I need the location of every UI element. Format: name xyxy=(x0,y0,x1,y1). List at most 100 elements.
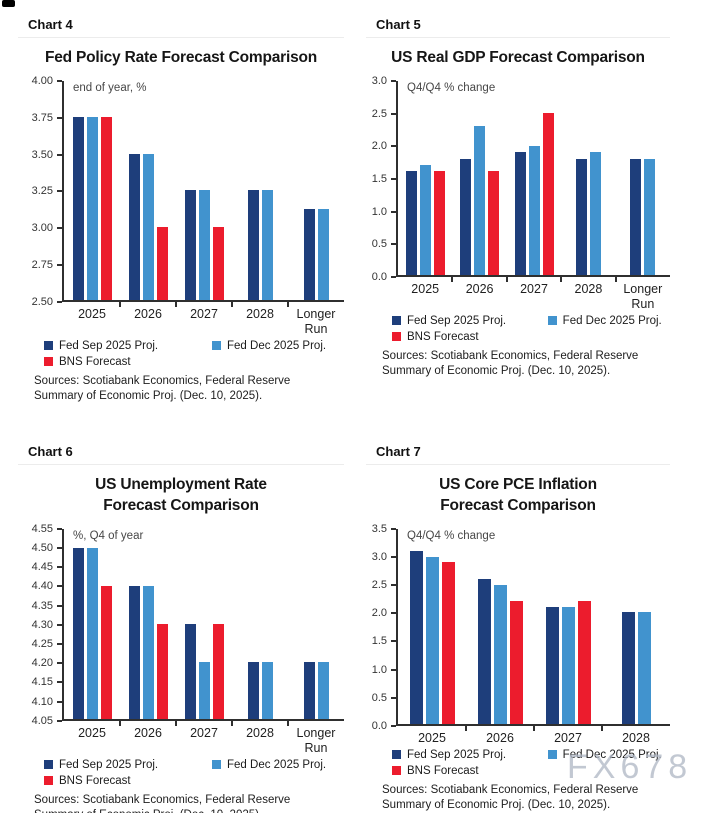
plot: Q4/Q4 % change xyxy=(396,528,670,731)
y-tick-mark xyxy=(57,153,62,156)
y-tick-mark xyxy=(57,662,62,665)
y-tick-label: 4.40 xyxy=(31,580,53,593)
y-tick-label: 2.75 xyxy=(31,259,53,272)
bar xyxy=(419,165,431,275)
bar-group xyxy=(120,81,176,300)
legend-item: Fed Dec 2025 Proj. xyxy=(212,340,344,352)
x-category-label: 2027 xyxy=(520,281,548,296)
bar xyxy=(477,579,491,724)
bar-group xyxy=(288,529,344,719)
legend-label: BNS Forecast xyxy=(59,355,131,368)
legend-label: BNS Forecast xyxy=(59,774,131,787)
x-tick-mark xyxy=(451,276,454,282)
sources-note: Sources: Scotiabank Economics, Federal R… xyxy=(382,349,639,378)
x-category-label: 2028 xyxy=(622,730,650,745)
bar xyxy=(142,585,154,719)
legend-item: Fed Sep 2025 Proj. xyxy=(392,749,548,761)
legend-item: Fed Sep 2025 Proj. xyxy=(44,340,212,352)
legend-swatch xyxy=(392,766,401,776)
legend-label: Fed Dec 2025 Proj. xyxy=(227,758,327,771)
y-tick-mark xyxy=(57,604,62,607)
bar-group xyxy=(398,81,452,275)
bar-group xyxy=(232,529,288,719)
y-tick-label: 4.20 xyxy=(31,657,53,670)
x-tick-mark xyxy=(119,301,121,307)
watermark: FX678 xyxy=(567,748,693,786)
y-tick-label: 4.00 xyxy=(31,74,53,87)
bar-group xyxy=(398,529,466,724)
bar-group xyxy=(64,81,120,300)
chart-panel-4: Chart 4 Fed Policy Rate Forecast Compari… xyxy=(0,8,354,435)
y-tick-label: 2.5 xyxy=(371,107,387,120)
bar xyxy=(561,606,575,724)
bar-group xyxy=(64,529,120,719)
x-category-label: 2025 xyxy=(411,281,440,296)
chart-title: US Unemployment Rate Forecast Comparison xyxy=(95,476,267,514)
legend-label: Fed Dec 2025 Proj. xyxy=(227,339,327,352)
x-category-label: 2028 xyxy=(246,725,274,740)
plot-area: 4.00 3.75 3.50 3.25 3.00 2.75 2.50 end of year… xyxy=(18,75,344,308)
x-tick-mark xyxy=(614,276,617,282)
bar xyxy=(198,661,210,719)
legend-swatch xyxy=(392,332,401,342)
plot-area: 4.55 4.50 4.45 4.40 4.35 4.30 4.25 4.20 4.15 4.10… xyxy=(18,523,344,727)
x-category-label: Longer Run xyxy=(296,725,336,755)
y-tick-mark xyxy=(57,700,62,703)
panel-label: Chart 4 xyxy=(28,17,73,32)
x-tick-mark xyxy=(287,301,289,307)
y-tick-label: 1.5 xyxy=(371,172,387,185)
bar xyxy=(212,623,224,719)
y-tick-mark xyxy=(57,643,62,646)
legend-swatch xyxy=(547,316,557,326)
y-tick-label: 0.0 xyxy=(371,270,387,283)
legend-label: Fed Sep 2025 Proj. xyxy=(59,758,159,771)
y-tick-label: 3.0 xyxy=(371,74,387,87)
legend: Fed Sep 2025 Proj. Fed Dec 2025 Proj. BNS … xyxy=(44,340,344,368)
x-tick-mark xyxy=(231,301,233,307)
y-tick-mark xyxy=(57,719,62,722)
axis-unit-label: Q4/Q4 % change xyxy=(407,81,496,94)
bar xyxy=(644,158,656,275)
y-tick-label: 0.0 xyxy=(371,719,387,732)
x-tick-mark xyxy=(175,301,177,307)
y-axis: 4.55 4.50 4.45 4.40 4.35 4.30 4.25 4.20 4.15 4.10… xyxy=(18,523,62,727)
legend-label: Fed Sep 2025 Proj. xyxy=(407,748,507,761)
y-tick-label: 1.5 xyxy=(371,635,387,648)
x-category-label: 2027 xyxy=(190,306,218,321)
sources-note: Sources: Scotiabank Economics, Federal R… xyxy=(382,783,639,812)
legend-item: Fed Dec 2025 Proj. xyxy=(212,759,344,771)
x-tick-mark xyxy=(231,720,233,726)
y-axis: 3.0 2.5 2.0 1.5 1.0 0.5 0.0 xyxy=(366,75,396,283)
bar xyxy=(212,226,224,300)
y-tick-mark xyxy=(57,79,62,82)
panel-label: Chart 7 xyxy=(376,444,421,459)
panel-label: Chart 5 xyxy=(376,17,421,32)
axis-unit-label: end of year, % xyxy=(73,81,147,94)
bar xyxy=(317,661,329,719)
bar xyxy=(545,606,559,724)
plot: %, Q4 of year xyxy=(62,528,344,726)
x-category-label: 2027 xyxy=(190,725,218,740)
bar-group xyxy=(452,81,506,275)
y-tick-mark xyxy=(57,116,62,119)
x-category-label: 2026 xyxy=(465,281,494,296)
y-tick-label: 4.55 xyxy=(31,522,53,535)
x-category-label: 2025 xyxy=(78,725,106,740)
bar xyxy=(100,117,112,300)
x-tick-mark xyxy=(560,276,563,282)
y-tick-label: 0.5 xyxy=(371,691,387,704)
plot-area: 3.0 2.5 2.0 1.5 1.0 0.5 0.0 Q4/Q4 % change xyxy=(366,75,670,283)
y-tick-mark xyxy=(391,210,396,213)
bar xyxy=(425,556,439,724)
x-category-label: 2026 xyxy=(486,730,514,745)
y-tick-mark xyxy=(391,668,396,671)
x-tick-mark xyxy=(119,720,121,726)
bar xyxy=(514,152,526,275)
x-tick-mark xyxy=(287,720,289,726)
y-tick-label: 4.25 xyxy=(31,638,53,651)
bar-group xyxy=(534,529,602,724)
x-category-label: 2028 xyxy=(246,306,274,321)
bar-group xyxy=(507,81,561,275)
y-tick-mark xyxy=(57,623,62,626)
